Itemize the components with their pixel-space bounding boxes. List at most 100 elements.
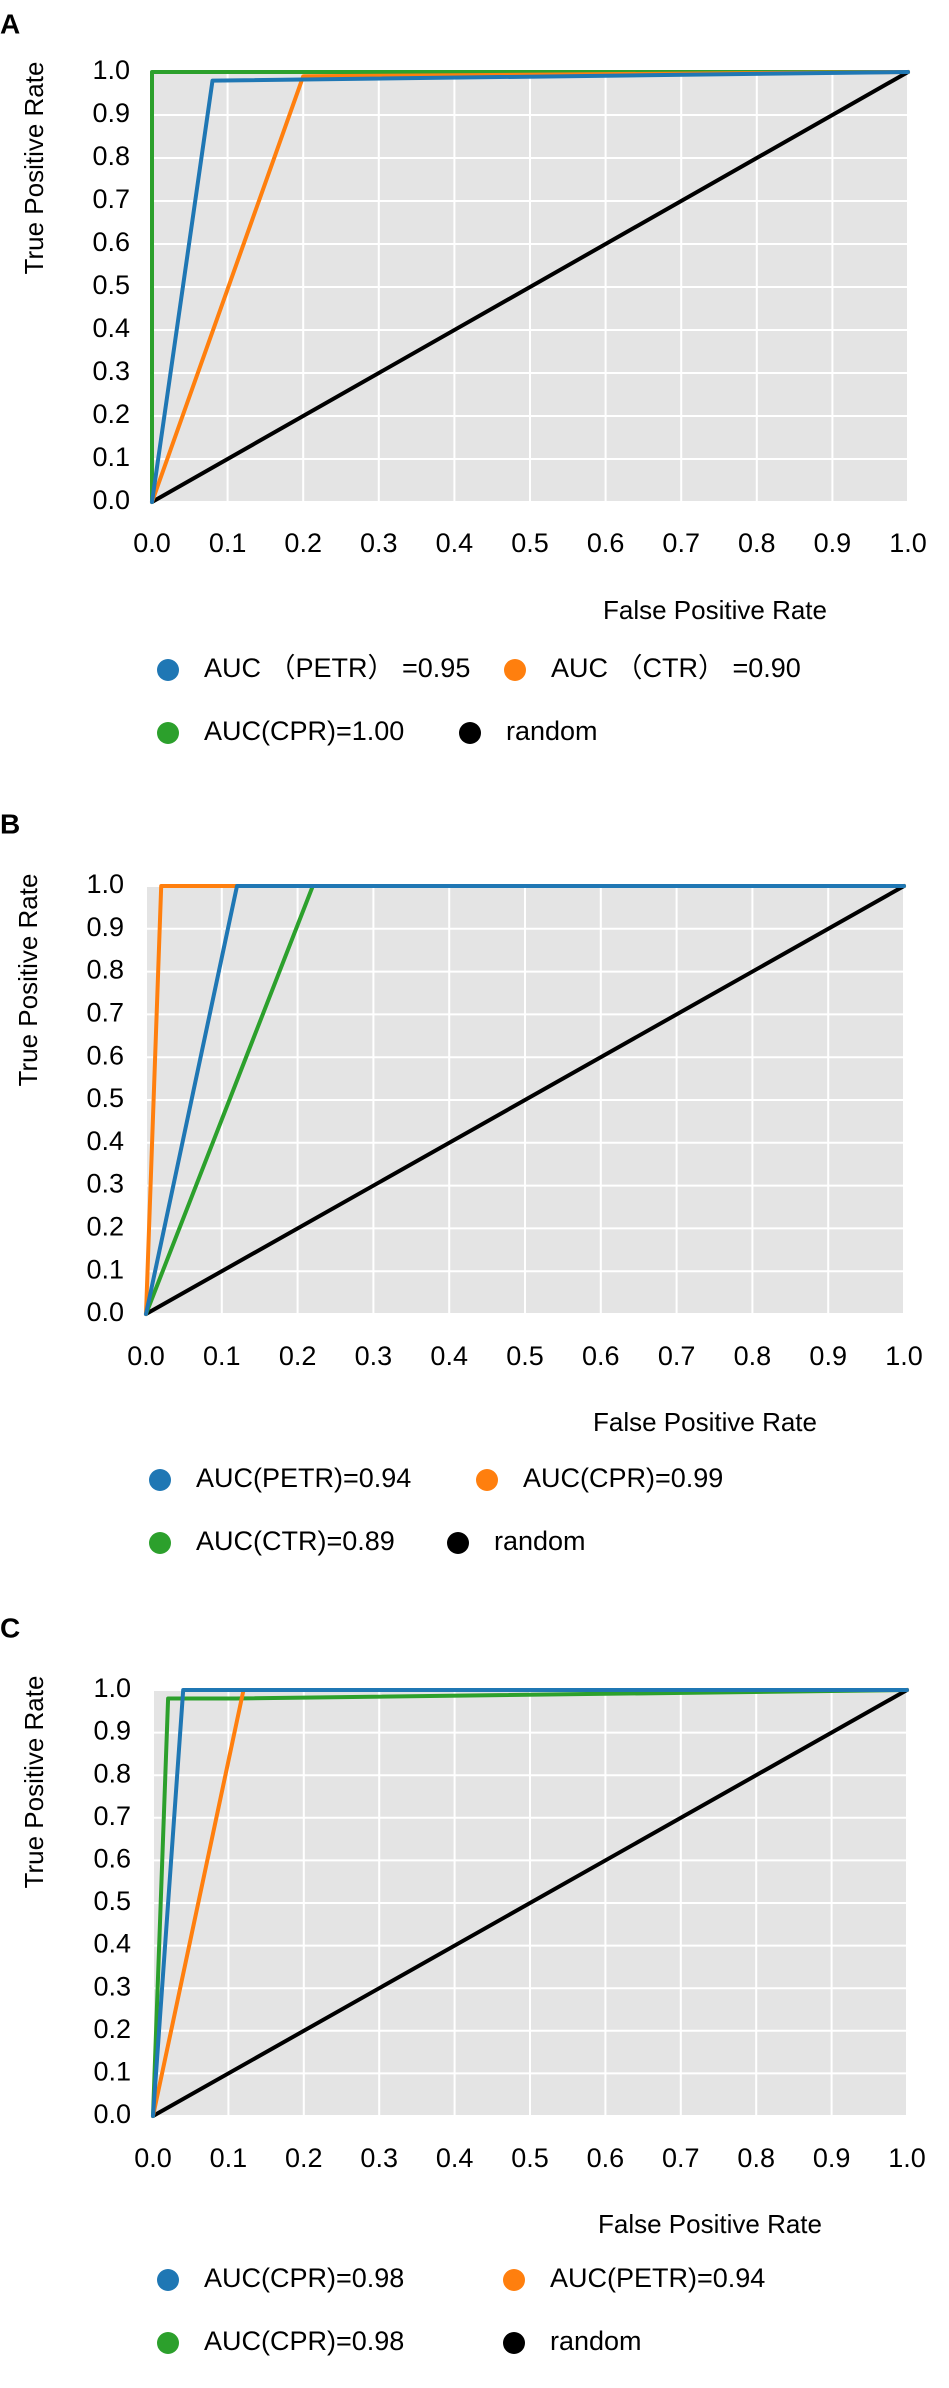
- x-tick-label: 0.9: [814, 528, 852, 558]
- legend-label: random: [506, 716, 598, 746]
- y-tick-label: 0.9: [92, 98, 130, 128]
- x-tick-label: 0.3: [360, 2143, 398, 2173]
- x-tick-label: 0.1: [209, 528, 247, 558]
- x-tick-label: 0.8: [734, 1341, 772, 1371]
- y-tick-label: 0.6: [86, 1040, 124, 1070]
- legend-marker: [503, 2332, 525, 2354]
- y-tick-label: 0.7: [86, 998, 124, 1028]
- legend-marker: [157, 722, 179, 744]
- x-tick-label: 1.0: [889, 528, 927, 558]
- roc-panel-a: A 0.0 0.1 0.2 0.3 0.4 0.5 0.6 0.7 0.8 0.9 1.0 0.0 0.1…: [0, 8, 927, 746]
- y-tick-label: 0.1: [93, 2057, 131, 2087]
- y-tick-label: 0.4: [92, 313, 130, 343]
- y-tick-label: 0.4: [93, 1929, 131, 1959]
- y-tick-label: 0.7: [93, 1801, 131, 1831]
- roc-line-series-2: [151, 1688, 909, 2118]
- x-tick-label: 0.5: [511, 2143, 549, 2173]
- y-tick-label: 0.3: [86, 1169, 124, 1199]
- x-axis-title: False Positive Rate: [593, 1407, 817, 1437]
- roc-line-random: [150, 70, 910, 504]
- legend-marker: [447, 1532, 469, 1554]
- x-tick-label: 0.5: [506, 1341, 544, 1371]
- y-tick-label: 1.0: [92, 55, 130, 85]
- legend-marker: [157, 659, 179, 681]
- roc-line-series-0: [144, 884, 906, 1316]
- x-tick-label: 1.0: [885, 1341, 923, 1371]
- panel-label: A: [0, 8, 20, 39]
- legend-label: AUC （CTR） =0.90: [551, 653, 801, 683]
- x-tick-label: 0.4: [430, 1341, 468, 1371]
- roc-line-random: [144, 884, 906, 1316]
- x-axis-title: False Positive Rate: [603, 595, 827, 625]
- y-tick-label: 1.0: [93, 1673, 131, 1703]
- legend-marker: [476, 1469, 498, 1491]
- legend-label: AUC(CPR)=0.98: [204, 2263, 404, 2293]
- x-tick-label: 0.6: [582, 1341, 620, 1371]
- roc-panel-b: B 0.0 0.1 0.2 0.3 0.4 0.5 0.6 0.7 0.8 0.9 1.0 0.0 0.1…: [0, 808, 923, 1556]
- legend-label: AUC(PETR)=0.94: [196, 1463, 411, 1493]
- legend-marker: [157, 2332, 179, 2354]
- y-tick-label: 0.5: [93, 1886, 131, 1916]
- legend-marker: [149, 1469, 171, 1491]
- y-tick-label: 0.0: [92, 485, 130, 515]
- x-tick-label: 0.9: [809, 1341, 847, 1371]
- x-tick-label: 0.1: [203, 1341, 241, 1371]
- x-tick-label: 0.9: [813, 2143, 851, 2173]
- y-tick-label: 0.8: [93, 1758, 131, 1788]
- x-tick-label: 0.4: [436, 2143, 474, 2173]
- y-tick-label: 0.9: [93, 1716, 131, 1746]
- legend-label: AUC(CPR)=0.98: [204, 2326, 404, 2356]
- y-tick-label: 1.0: [86, 869, 124, 899]
- y-axis-title: True Positive Rate: [13, 874, 43, 1087]
- y-tick-label: 0.8: [86, 955, 124, 985]
- x-tick-label: 0.8: [738, 528, 776, 558]
- x-tick-label: 0.7: [662, 528, 700, 558]
- y-tick-label: 0.5: [86, 1083, 124, 1113]
- y-tick-label: 0.4: [86, 1126, 124, 1156]
- x-tick-label: 0.6: [587, 528, 625, 558]
- y-tick-label: 0.2: [92, 399, 130, 429]
- legend-marker: [503, 2269, 525, 2291]
- x-tick-label: 0.0: [127, 1341, 165, 1371]
- x-tick-label: 0.2: [284, 528, 322, 558]
- y-axis-title: True Positive Rate: [19, 62, 49, 275]
- legend-label: AUC(PETR)=0.94: [550, 2263, 765, 2293]
- panel-label: C: [0, 1612, 20, 1643]
- panel-label: B: [0, 808, 20, 839]
- legend-label: AUC(CPR)=1.00: [204, 716, 404, 746]
- roc-panel-c: C 0.0 0.1 0.2 0.3 0.4 0.5 0.6 0.7 0.8 0.9 1.0 0.0 0.1…: [0, 1612, 926, 2356]
- x-tick-label: 0.0: [133, 528, 171, 558]
- x-tick-label: 0.0: [134, 2143, 172, 2173]
- legend-label: AUC(CTR)=0.89: [196, 1526, 395, 1556]
- x-tick-label: 0.7: [662, 2143, 700, 2173]
- roc-line-random: [151, 1688, 909, 2118]
- legend-label: AUC （PETR） =0.95: [204, 653, 470, 683]
- legend-label: random: [494, 1526, 586, 1556]
- legend-label: AUC(CPR)=0.99: [523, 1463, 723, 1493]
- x-tick-label: 0.2: [285, 2143, 323, 2173]
- y-tick-label: 0.0: [86, 1297, 124, 1327]
- y-axis-title: True Positive Rate: [19, 1676, 49, 1889]
- y-tick-label: 0.1: [92, 442, 130, 472]
- x-tick-label: 0.7: [658, 1341, 696, 1371]
- roc-line-series-0: [151, 1688, 909, 2118]
- y-tick-label: 0.9: [86, 912, 124, 942]
- y-tick-label: 0.3: [92, 356, 130, 386]
- x-tick-label: 0.3: [355, 1341, 393, 1371]
- y-tick-label: 0.6: [93, 1844, 131, 1874]
- x-tick-label: 0.1: [210, 2143, 248, 2173]
- x-tick-label: 0.6: [587, 2143, 625, 2173]
- legend-label: random: [550, 2326, 642, 2356]
- legend-marker: [504, 659, 526, 681]
- y-tick-label: 0.1: [86, 1254, 124, 1284]
- x-tick-label: 0.4: [436, 528, 474, 558]
- x-tick-label: 1.0: [888, 2143, 926, 2173]
- y-tick-label: 0.3: [93, 1971, 131, 2001]
- y-tick-label: 0.2: [93, 2014, 131, 2044]
- roc-line-series-0: [150, 70, 910, 504]
- y-tick-label: 0.8: [92, 141, 130, 171]
- x-axis-title: False Positive Rate: [598, 2209, 822, 2239]
- x-tick-label: 0.2: [279, 1341, 317, 1371]
- y-tick-label: 0.0: [93, 2099, 131, 2129]
